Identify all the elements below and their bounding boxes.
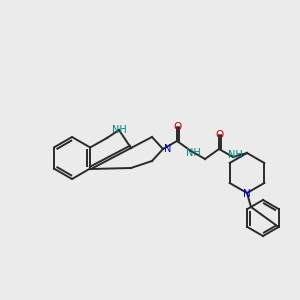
Text: N: N <box>164 144 172 154</box>
Text: O: O <box>173 122 181 132</box>
Text: N: N <box>243 189 251 199</box>
Text: NH: NH <box>228 150 242 160</box>
Text: NH: NH <box>112 125 126 135</box>
Text: NH: NH <box>186 148 200 158</box>
Text: O: O <box>215 130 223 140</box>
